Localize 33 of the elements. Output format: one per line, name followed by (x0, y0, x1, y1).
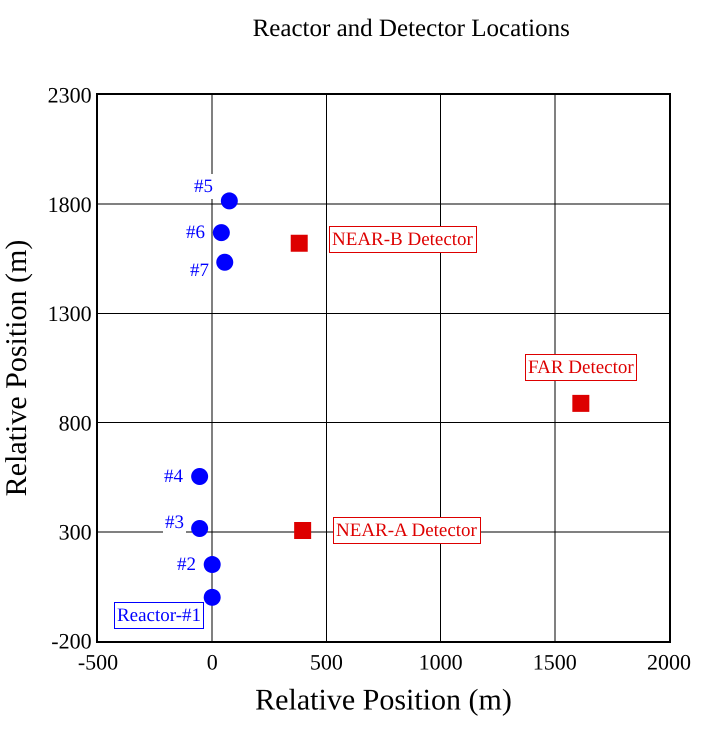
y-tick-label: 2300 (48, 82, 92, 108)
point (294, 522, 312, 539)
annotation: #7 (190, 260, 209, 281)
annotation: NEAR-A Detector (336, 520, 478, 541)
point (204, 556, 221, 574)
x-tick-label: 0 (206, 649, 218, 674)
x-tick-label: 1000 (418, 649, 463, 674)
x-tick-label: 2000 (647, 649, 691, 674)
point (191, 468, 208, 486)
point (216, 254, 234, 271)
point (290, 234, 308, 252)
y-tick-label: 1300 (48, 301, 92, 326)
x-axis-title: Relative Position (m) (255, 683, 512, 716)
y-tick-label: 1800 (48, 192, 92, 217)
annotation: #3 (165, 512, 184, 533)
point (204, 588, 221, 606)
point (220, 192, 238, 210)
y-tick-label: 800 (58, 410, 92, 436)
annotation: Reactor-#1 (117, 605, 202, 626)
annotation: #5 (194, 176, 213, 197)
annotation: #4 (164, 466, 184, 487)
annotation: #6 (186, 222, 205, 243)
annotation: FAR Detector (528, 357, 634, 378)
point (191, 520, 208, 538)
annotation: NEAR-B Detector (332, 229, 474, 250)
y-axis-title: Relative Position (m) (0, 240, 33, 496)
x-tick-label: 500 (310, 649, 343, 674)
point (212, 224, 230, 242)
point (572, 394, 590, 412)
chart-title: Reactor and Detector Locations (252, 14, 570, 42)
annotation: #2 (177, 554, 196, 575)
x-tick-label: 1500 (532, 649, 577, 674)
y-tick-label: 300 (58, 520, 92, 544)
